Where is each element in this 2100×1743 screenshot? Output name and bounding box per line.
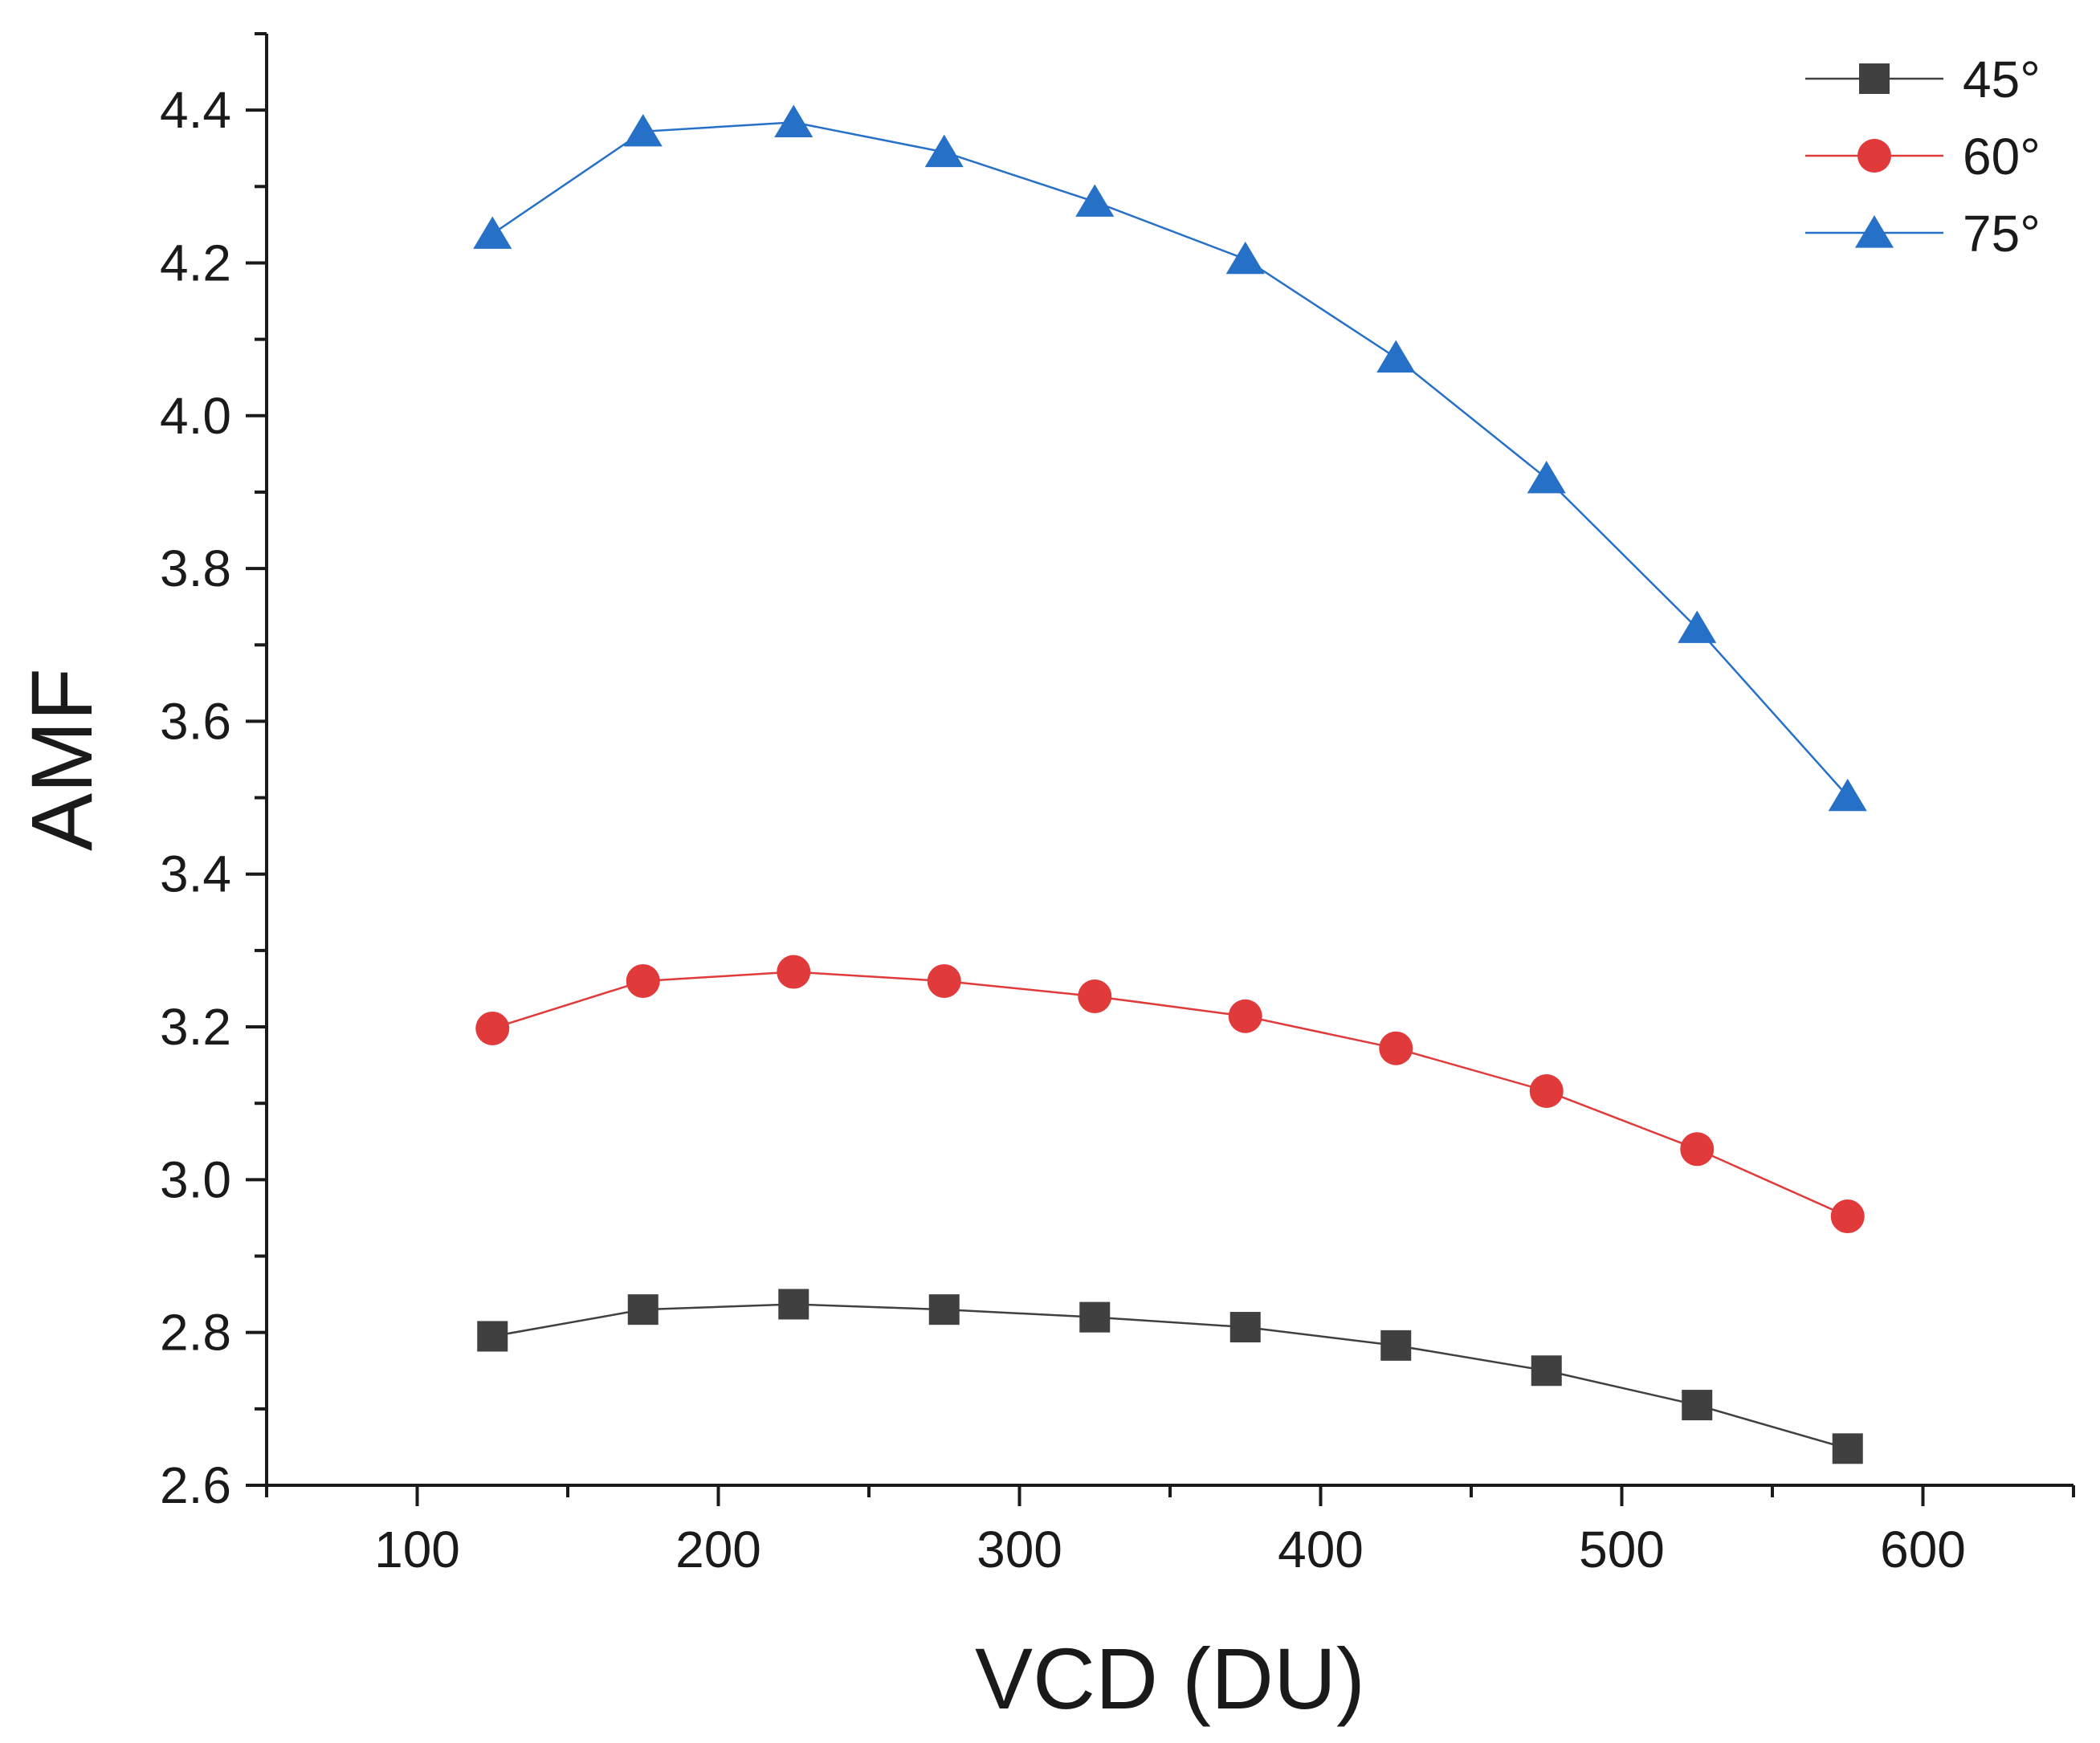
data-point: [627, 1294, 659, 1326]
data-point: [1225, 241, 1265, 275]
legend-marker: [1859, 63, 1890, 94]
data-point: [1682, 1390, 1713, 1421]
data-point: [1828, 778, 1867, 812]
data-point: [473, 216, 512, 249]
x-axis-title: VCD (DU): [975, 1630, 1365, 1727]
data-point: [1228, 999, 1262, 1033]
y-tick-label: 3.4: [160, 845, 231, 903]
data-point: [1376, 340, 1416, 373]
y-tick-label: 3.6: [160, 692, 231, 750]
axes: 100 200 300 400 500 600 2.6 2.8 3.0 3.2 3.4 3.6 3.8 4…: [160, 32, 2075, 1578]
data-point: [1832, 1433, 1863, 1464]
data-point: [1379, 1031, 1413, 1065]
y-tick-label: 3.2: [160, 998, 231, 1056]
x-tick-label: 200: [675, 1521, 761, 1578]
legend-marker: [1854, 215, 1894, 248]
data-point: [1678, 610, 1717, 643]
data-point: [927, 963, 961, 998]
data-point: [475, 1011, 510, 1045]
data-point: [1229, 1312, 1261, 1343]
data-point: [777, 955, 811, 989]
data-point: [626, 963, 660, 998]
data-point: [924, 134, 964, 168]
y-tick-label: 3.0: [160, 1150, 231, 1208]
x-tick-label: 400: [1278, 1521, 1364, 1578]
legend-label: 60°: [1963, 128, 2041, 185]
x-tick-label: 500: [1579, 1521, 1665, 1578]
y-tick-label: 3.8: [160, 540, 231, 597]
series-line: [491, 121, 1849, 797]
legend-item: 45°: [1805, 51, 2041, 108]
data-point: [774, 104, 813, 137]
series-circle: [475, 955, 1865, 1234]
data-point: [1680, 1132, 1715, 1167]
legend: 45° 60° 75°: [1805, 51, 2041, 263]
x-tick-label: 300: [977, 1521, 1062, 1578]
data-point: [928, 1294, 960, 1326]
data-point: [1529, 1073, 1564, 1108]
legend-label: 45°: [1963, 51, 2041, 108]
data-point: [477, 1321, 508, 1352]
series-square: [477, 1289, 1863, 1464]
y-tick-label: 2.8: [160, 1304, 231, 1362]
y-tick-label: 2.6: [160, 1456, 231, 1514]
data-point: [1078, 979, 1112, 1013]
data-point: [1830, 1199, 1865, 1234]
data-point: [1079, 1301, 1111, 1333]
x-tick-label: 600: [1880, 1521, 1966, 1578]
data-point: [623, 113, 663, 147]
legend-item: 60°: [1805, 128, 2041, 185]
y-tick-label: 4.0: [160, 387, 231, 445]
legend-marker: [1857, 139, 1891, 173]
series-triangle: [473, 104, 1867, 812]
data-point: [1527, 460, 1566, 494]
y-axis-title: AMF: [13, 668, 110, 851]
series-layer: [473, 104, 1867, 1464]
series-line: [492, 1303, 1849, 1450]
series-line: [491, 971, 1849, 1218]
legend-item: 75°: [1805, 205, 2041, 263]
y-tick-label: 4.2: [160, 234, 231, 291]
data-point: [1380, 1330, 1412, 1361]
data-point: [1075, 184, 1115, 217]
data-point: [1531, 1355, 1562, 1387]
data-point: [778, 1289, 809, 1320]
legend-label: 75°: [1963, 205, 2041, 263]
x-tick-label: 100: [374, 1521, 460, 1578]
y-tick-label: 4.4: [160, 81, 231, 139]
